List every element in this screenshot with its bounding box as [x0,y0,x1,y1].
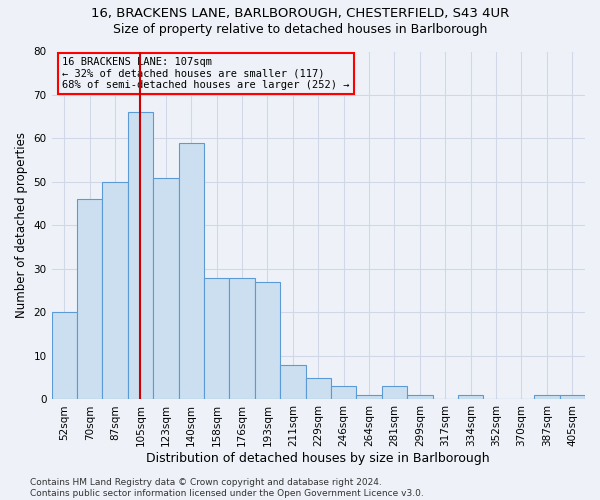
Bar [331,386,356,400]
Bar [560,395,585,400]
Bar [77,200,103,400]
Text: Contains HM Land Registry data © Crown copyright and database right 2024.
Contai: Contains HM Land Registry data © Crown c… [30,478,424,498]
Bar [280,364,305,400]
Bar [407,395,433,400]
Bar [204,278,229,400]
Bar [534,395,560,400]
Bar [305,378,331,400]
Bar [179,143,204,400]
Bar [153,178,179,400]
Bar [356,395,382,400]
Bar [52,312,77,400]
Bar [458,395,484,400]
Text: 16, BRACKENS LANE, BARLBOROUGH, CHESTERFIELD, S43 4UR: 16, BRACKENS LANE, BARLBOROUGH, CHESTERF… [91,8,509,20]
Bar [255,282,280,400]
X-axis label: Distribution of detached houses by size in Barlborough: Distribution of detached houses by size … [146,452,490,465]
Y-axis label: Number of detached properties: Number of detached properties [15,132,28,318]
Bar [382,386,407,400]
Text: 16 BRACKENS LANE: 107sqm
← 32% of detached houses are smaller (117)
68% of semi-: 16 BRACKENS LANE: 107sqm ← 32% of detach… [62,56,350,90]
Bar [103,182,128,400]
Bar [229,278,255,400]
Bar [128,112,153,400]
Text: Size of property relative to detached houses in Barlborough: Size of property relative to detached ho… [113,22,487,36]
